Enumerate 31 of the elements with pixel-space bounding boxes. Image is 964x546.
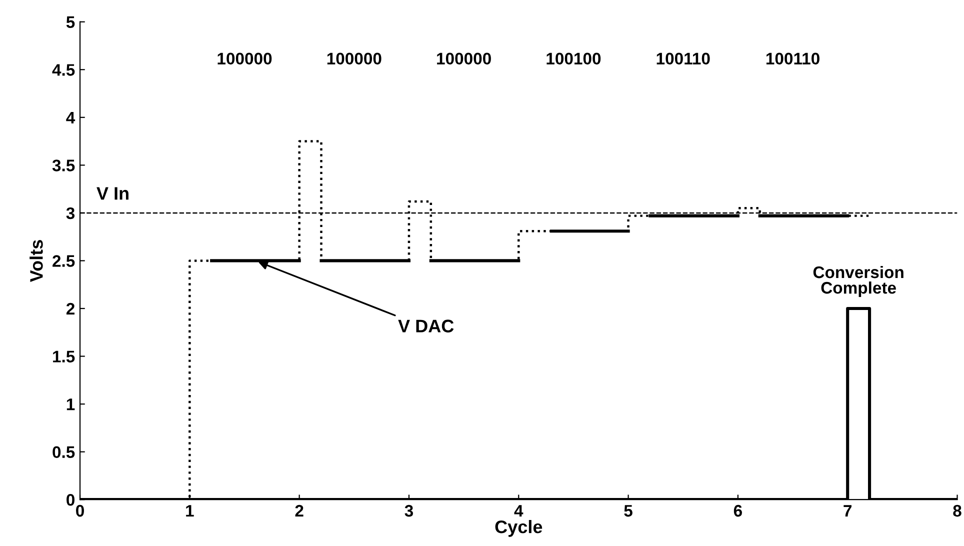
annotation: 100000: [327, 52, 382, 65]
y-tick-label: 0.5: [52, 446, 75, 458]
y-tick-label: 4.5: [52, 64, 75, 76]
y-tick-label: 3.5: [52, 160, 75, 172]
ref-line-label: V In: [96, 187, 128, 200]
annotation: 100110: [766, 52, 820, 65]
annotation: Conversion Complete: [813, 266, 904, 298]
x-tick-label: 5: [624, 505, 632, 517]
annotation: 100100: [546, 52, 601, 65]
y-axis-title: Volts: [30, 240, 43, 282]
y-tick-label: 4: [66, 112, 76, 124]
x-tick-label: 2: [295, 504, 304, 517]
annotation: 100000: [437, 52, 491, 65]
y-tick-label: 5: [66, 16, 75, 28]
x-tick-label: 1: [186, 505, 194, 517]
x-tick-label: 6: [734, 504, 742, 517]
x-tick-label: 7: [844, 505, 852, 517]
annotation: V DAC: [398, 320, 454, 332]
y-tick-label: 2: [66, 302, 74, 315]
y-tick-label: 3: [66, 207, 75, 220]
y-tick-label: 1.5: [53, 350, 75, 362]
y-tick-label: 0: [66, 494, 74, 506]
y-tick-label: 2.5: [52, 255, 75, 267]
x-tick-label: 3: [404, 504, 414, 517]
x-tick-label: 4: [514, 505, 524, 517]
annotation: 100110: [656, 52, 710, 65]
x-tick-label: 8: [953, 504, 962, 517]
x-tick-label: 0: [76, 504, 84, 517]
annotation: 100000: [218, 52, 272, 65]
x-axis-title: Cycle: [495, 520, 542, 537]
y-tick-label: 1: [66, 398, 75, 410]
